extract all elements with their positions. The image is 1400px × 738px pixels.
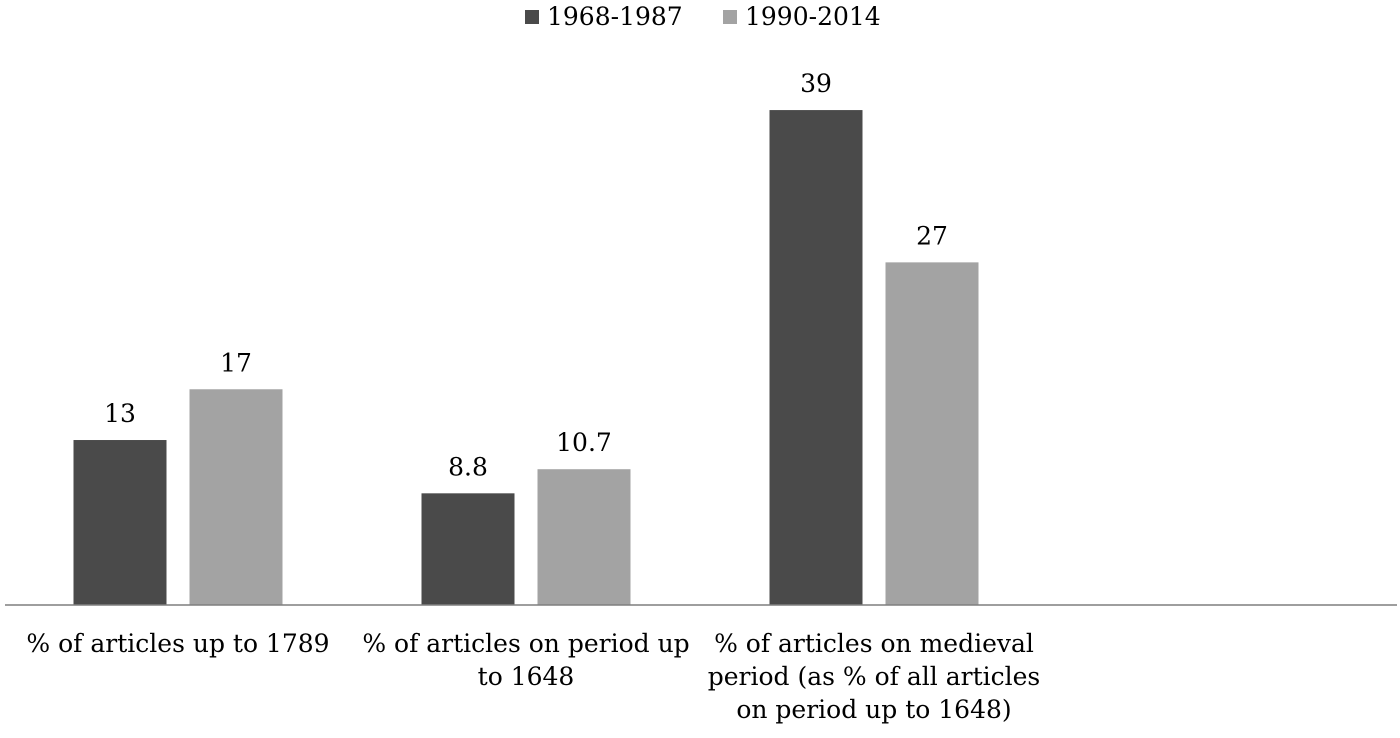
data-label-1-1: 13	[104, 399, 136, 428]
bar-1-1	[73, 440, 167, 605]
category-label-1: % of articles up to 1789	[26, 629, 329, 658]
category-label-2: % of articles on period up to 1648	[362, 629, 689, 691]
legend-swatch-series-1	[525, 9, 539, 24]
legend-item-series-1: 1968-1987	[525, 2, 683, 31]
bar-2-1	[189, 389, 283, 605]
data-label-1-3: 39	[800, 69, 832, 98]
category-label-3: % of articles on medieval period (as % of…	[708, 629, 1041, 724]
bar-2-3	[885, 262, 979, 605]
legend-item-series-2: 1990-2014	[723, 2, 881, 31]
legend-label-series-2: 1990-2014	[745, 2, 881, 31]
bar-2-2	[537, 469, 631, 605]
data-label-2-1: 17	[220, 348, 252, 377]
data-label-2-3: 27	[916, 221, 948, 250]
data-label-2-2: 10.7	[556, 428, 612, 457]
bar-1-2	[421, 493, 515, 605]
data-label-1-2: 8.8	[448, 452, 488, 481]
legend-swatch-series-2	[723, 9, 737, 24]
legend-label-series-1: 1968-1987	[547, 2, 683, 31]
bar-1-3	[769, 110, 863, 606]
legend: 1968-1987 1990-2014	[0, 0, 1400, 31]
